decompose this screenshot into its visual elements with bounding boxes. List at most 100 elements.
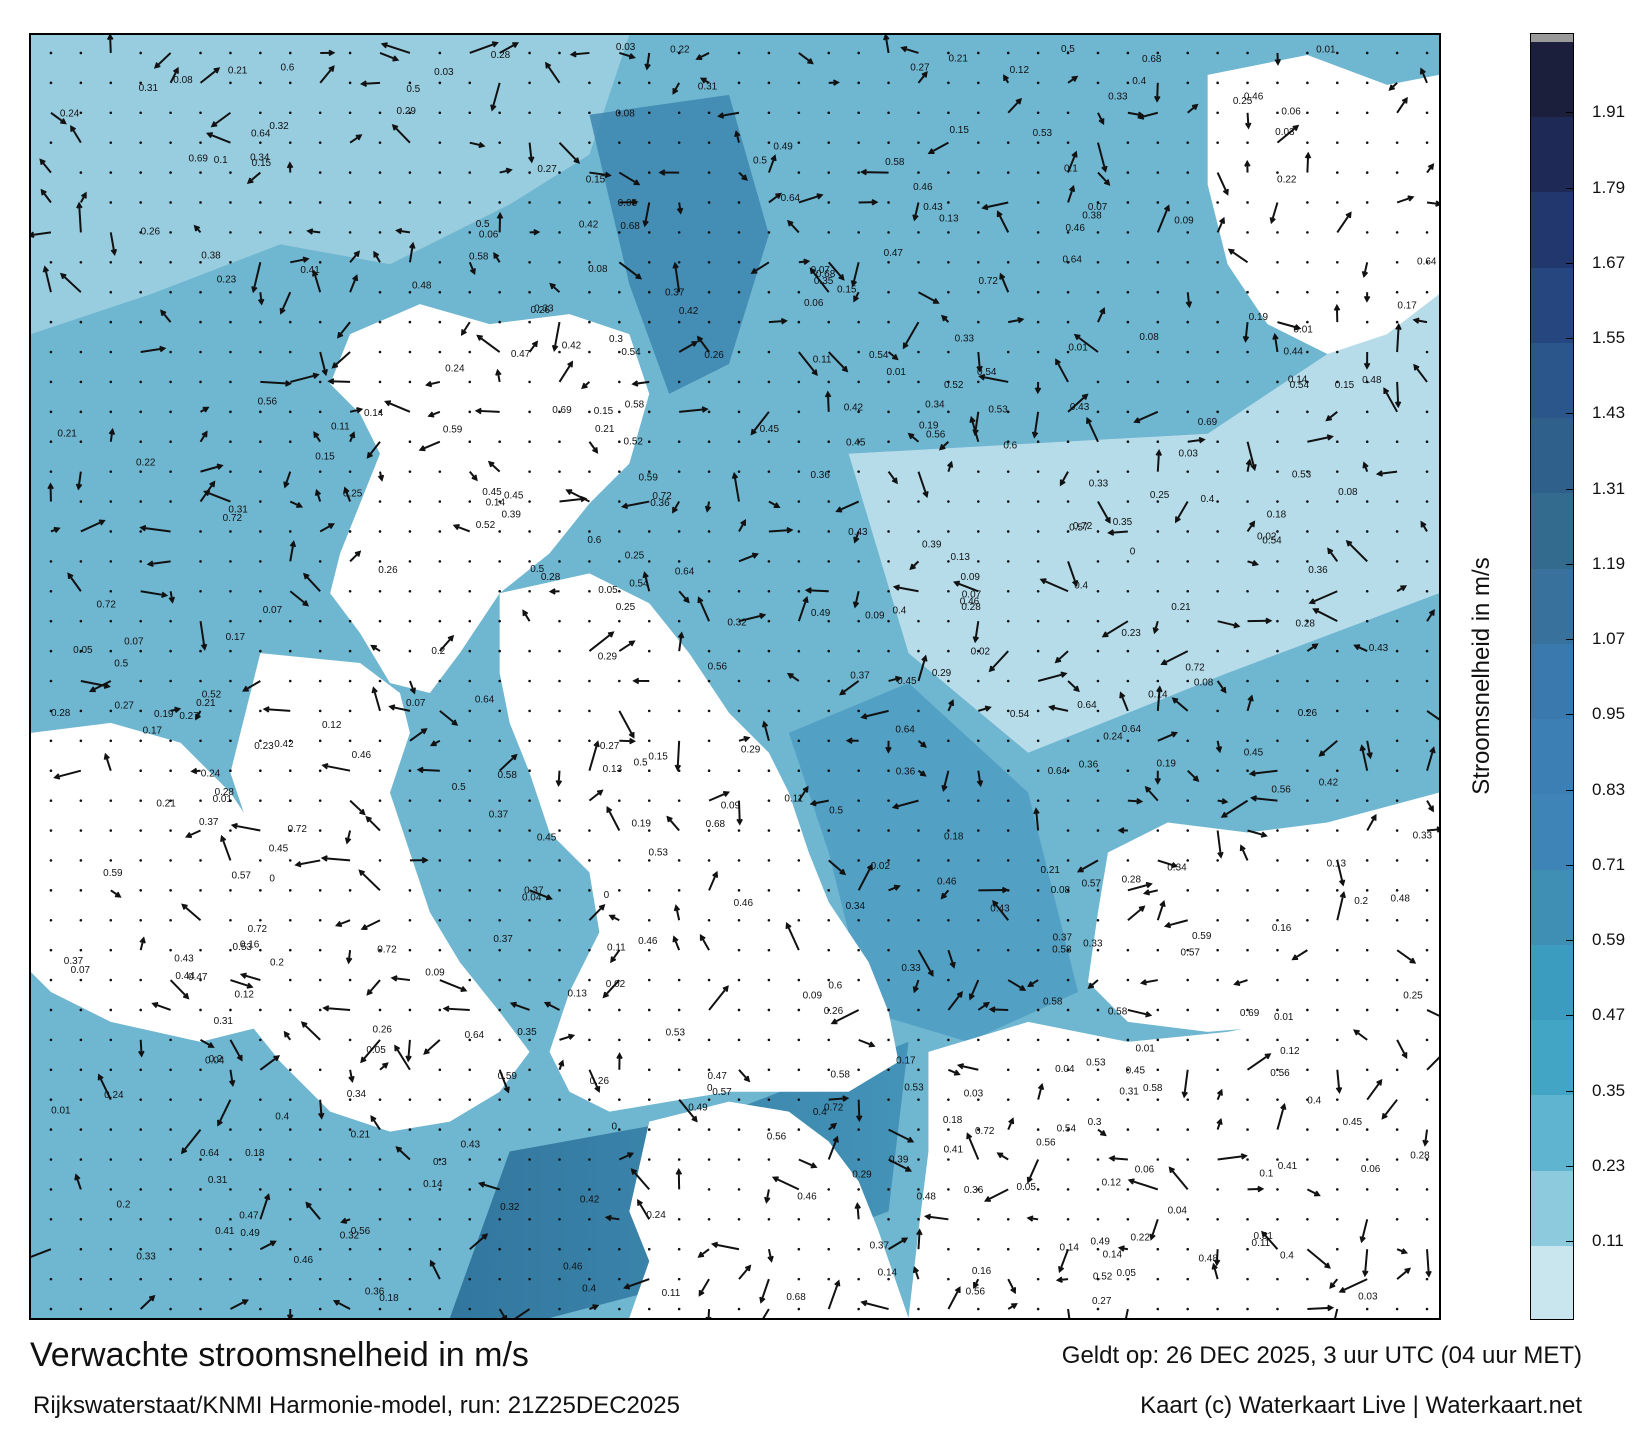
- grid-dot: [318, 560, 322, 563]
- grid-dot: [558, 1307, 561, 1311]
- grid-dot: [288, 440, 292, 444]
- grid-dot: [737, 51, 741, 55]
- grid-dot: [857, 1307, 860, 1311]
- current-arrowhead: [983, 1001, 990, 1008]
- current-arrow: [571, 51, 590, 56]
- grid-dot: [109, 859, 113, 862]
- grid-dot: [139, 889, 142, 892]
- grid-dot: [318, 1307, 322, 1311]
- grid-dot: [109, 1128, 113, 1131]
- current-arrowhead: [331, 362, 339, 369]
- grid-dot: [558, 649, 561, 653]
- current-arrow: [618, 171, 640, 186]
- grid-dot: [1066, 1158, 1070, 1161]
- current-arrowhead: [1060, 671, 1068, 678]
- grid-dot: [647, 649, 651, 653]
- grid-dot: [588, 260, 591, 264]
- current-arrowhead: [751, 552, 759, 559]
- grid-dot: [1186, 350, 1190, 354]
- grid-dot: [498, 560, 501, 563]
- speed-label: 0.13: [939, 214, 959, 225]
- grid-dot: [1156, 290, 1160, 294]
- current-arrow: [78, 203, 82, 233]
- current-arrow: [999, 274, 1010, 293]
- grid-dot: [1306, 1038, 1309, 1042]
- current-arrowhead: [912, 214, 919, 222]
- speed-label: 0.18: [1267, 509, 1287, 520]
- grid-dot: [498, 709, 501, 713]
- grid-dot: [1335, 799, 1339, 802]
- grid-dot: [229, 530, 232, 533]
- current-arrowhead: [704, 505, 712, 513]
- current-arrowhead: [736, 818, 743, 826]
- speed-label: 0.64: [1122, 724, 1142, 735]
- grid-dot: [1126, 1188, 1130, 1191]
- grid-dot: [1186, 410, 1190, 414]
- grid-dot: [1036, 1277, 1040, 1281]
- current-arrow: [1319, 740, 1338, 757]
- grid-dot: [1246, 1008, 1249, 1012]
- colorbar-tick-label: 0.23: [1592, 1155, 1626, 1175]
- grid-dot: [1156, 1158, 1160, 1161]
- grid-dot: [737, 470, 741, 473]
- current-arrowhead: [1227, 248, 1235, 255]
- speed-label: 0.49: [773, 142, 793, 153]
- current-arrow: [1119, 692, 1129, 712]
- grid-dot: [1365, 410, 1369, 414]
- speed-label: 0.4: [275, 1112, 289, 1123]
- current-arrowhead: [1181, 1091, 1188, 1099]
- current-arrowhead: [1376, 1078, 1383, 1086]
- current-arrow: [646, 52, 651, 69]
- speed-label: 0.11: [331, 421, 350, 432]
- grid-dot: [1276, 470, 1279, 473]
- grid-dot: [1216, 948, 1219, 952]
- grid-dot: [1216, 1008, 1219, 1012]
- grid-dot: [588, 859, 591, 862]
- grid-dot: [378, 500, 382, 503]
- current-arrow: [696, 52, 710, 60]
- current-arrowhead: [313, 431, 320, 438]
- current-arrow: [1008, 318, 1023, 324]
- grid-dot: [199, 679, 202, 683]
- grid-dot: [1066, 799, 1070, 802]
- grid-dot: [259, 619, 262, 623]
- speed-label: 0.6: [280, 62, 294, 73]
- current-arrow: [737, 800, 741, 824]
- current-arrow: [545, 1002, 560, 1011]
- grid-dot: [827, 530, 831, 533]
- current-arrow: [1097, 142, 1107, 172]
- grid-dot: [169, 948, 172, 952]
- current-arrowhead: [1011, 1303, 1018, 1310]
- speed-label: 0.37: [64, 956, 84, 967]
- current-arrow: [392, 976, 411, 982]
- grid-dot: [1395, 1008, 1399, 1012]
- grid-dot: [917, 111, 920, 115]
- current-arrowhead: [1260, 831, 1268, 838]
- current-arrowhead: [1034, 387, 1042, 395]
- current-arrow: [619, 51, 635, 59]
- current-arrow: [1074, 334, 1099, 353]
- current-arrowhead: [628, 731, 635, 739]
- current-arrow: [344, 488, 352, 502]
- grid-dot: [677, 1158, 681, 1161]
- current-arrow: [141, 526, 171, 533]
- colorbar-tick: [1566, 864, 1574, 866]
- grid-dot: [1096, 410, 1100, 414]
- grid-dot: [707, 530, 711, 533]
- grid-dot: [797, 320, 801, 324]
- current-arrow: [182, 904, 202, 921]
- current-arrowhead: [481, 1233, 489, 1240]
- grid-dot: [1306, 470, 1309, 473]
- current-arrow: [1067, 561, 1078, 586]
- current-arrowhead: [581, 382, 588, 390]
- speed-label: 0.09: [721, 801, 741, 812]
- current-arrowhead: [302, 600, 310, 607]
- grid-dot: [797, 380, 801, 384]
- grid-dot: [468, 1307, 472, 1311]
- current-speed-map[interactable]: 0.64 0.64 0.29 0.64 0.47 0.22 0.14 0.34 0.69 0.54…: [29, 33, 1441, 1320]
- speed-label: 0.57: [1069, 523, 1089, 534]
- grid-dot: [288, 111, 292, 115]
- grid-dot: [588, 889, 591, 892]
- colorbar-tick-label: 1.55: [1592, 328, 1626, 348]
- grid-dot: [378, 1158, 382, 1161]
